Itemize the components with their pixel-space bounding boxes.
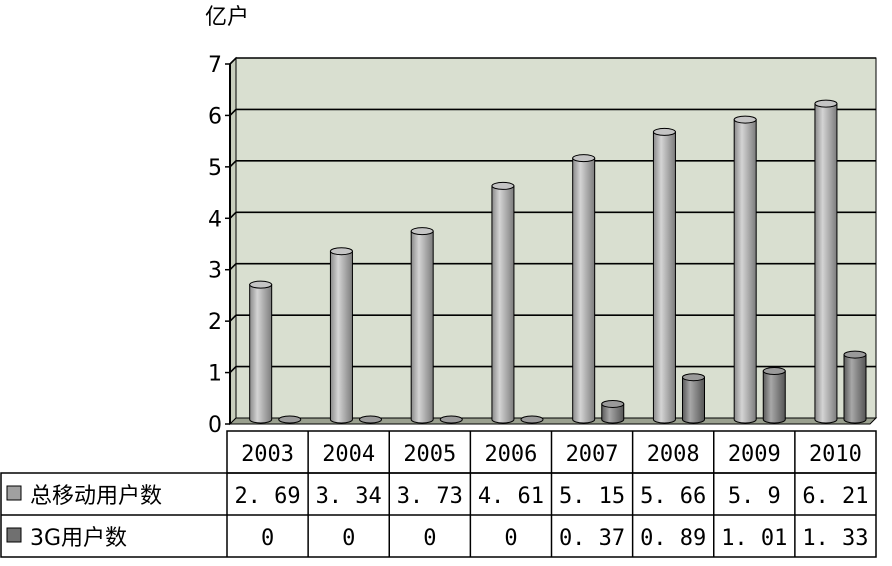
bar-3G用户数-2005	[439, 415, 463, 424]
bar-top	[410, 227, 434, 236]
bar-3G用户数-2009	[762, 367, 786, 424]
bar-top	[652, 127, 676, 136]
data-label: 3. 73	[397, 484, 463, 509]
bar-top	[814, 99, 838, 108]
bar-总移动用户数-2004	[329, 247, 353, 424]
y-tick-label: 7	[208, 53, 222, 78]
bar-body	[843, 354, 867, 424]
gridline	[229, 57, 876, 65]
x-tick-label: 2010	[809, 442, 862, 467]
y-axis: 0 1 2 3 4 5 6 7	[208, 53, 231, 438]
bar-总移动用户数-2009	[733, 115, 757, 424]
data-label: 5. 15	[559, 484, 625, 509]
data-label: 0	[342, 526, 355, 551]
legend-label: 3G用户数	[30, 526, 127, 551]
legend-swatch	[6, 527, 22, 543]
bar-top	[572, 154, 596, 163]
data-table: 2003 2004 2005 2006 2007 2008 2009 2010 总移动用户数 2.…	[0, 430, 877, 558]
bar-body	[410, 230, 434, 424]
x-tick-label: 2009	[728, 442, 781, 467]
bar-top	[843, 350, 867, 359]
data-label: 0	[504, 526, 517, 551]
y-unit-label: 亿户	[205, 5, 249, 30]
legend-swatch	[6, 485, 22, 501]
x-tick-label: 2007	[566, 442, 619, 467]
y-tick-label: 4	[208, 207, 222, 232]
x-tick-label: 2005	[403, 442, 456, 467]
floor	[228, 417, 878, 425]
y-tick-label: 3	[208, 259, 222, 284]
bar-top	[601, 399, 625, 408]
bar-3G用户数-2003	[278, 415, 302, 424]
bar-top	[249, 280, 273, 289]
bar-3G用户数-2010	[843, 350, 867, 424]
data-label: 0	[423, 526, 436, 551]
legend-label: 总移动用户数	[30, 484, 162, 509]
y-tick-label: 0	[208, 413, 222, 438]
x-tick-label: 2003	[241, 442, 294, 467]
bar-总移动用户数-2003	[249, 280, 273, 424]
bar-body	[814, 103, 838, 424]
bar-top	[733, 115, 757, 124]
data-label: 4. 61	[478, 484, 544, 509]
bar-总移动用户数-2007	[572, 154, 596, 424]
x-tick-label: 2008	[647, 442, 700, 467]
bar-3G用户数-2007	[601, 399, 625, 424]
bar-3G用户数-2008	[682, 373, 706, 424]
bar-base	[439, 415, 463, 424]
data-label: 3. 34	[316, 484, 382, 509]
y-tick-label: 5	[208, 156, 222, 181]
data-label: 0	[261, 526, 274, 551]
bar-3G用户数-2004	[359, 415, 383, 424]
y-tick-label: 6	[208, 104, 222, 129]
x-tick-label: 2004	[322, 442, 375, 467]
bar-top	[329, 247, 353, 256]
data-label: 0. 89	[640, 526, 706, 551]
bar-body	[762, 370, 786, 424]
bar-body	[491, 185, 515, 424]
bar-body	[652, 131, 676, 424]
bar-3G用户数-2006	[520, 415, 544, 424]
bar-body	[329, 250, 353, 424]
data-label: 6. 21	[802, 484, 868, 509]
data-label: 1. 33	[802, 526, 868, 551]
bar-body	[682, 376, 706, 424]
bar-base	[359, 415, 383, 424]
bar-body	[572, 157, 596, 424]
gridline	[229, 108, 876, 116]
bar-body	[249, 284, 273, 424]
bar-总移动用户数-2008	[652, 127, 676, 424]
x-tick-label: 2006	[484, 442, 537, 467]
bar-top	[491, 181, 515, 190]
bars	[249, 99, 867, 424]
bar-base	[520, 415, 544, 424]
bar-top	[762, 367, 786, 376]
bar-总移动用户数-2005	[410, 227, 434, 424]
bar-总移动用户数-2006	[491, 181, 515, 424]
bar-body	[733, 119, 757, 424]
data-label: 2. 69	[234, 484, 300, 509]
bar-top	[682, 373, 706, 382]
data-label: 1. 01	[721, 526, 787, 551]
data-label: 5. 66	[640, 484, 706, 509]
bar-base	[278, 415, 302, 424]
data-label: 0. 37	[559, 526, 625, 551]
y-tick-label: 1	[208, 362, 222, 387]
data-label: 5. 9	[728, 484, 781, 509]
bar-总移动用户数-2010	[814, 99, 838, 424]
bar-body	[601, 403, 625, 424]
y-tick-label: 2	[208, 310, 222, 335]
